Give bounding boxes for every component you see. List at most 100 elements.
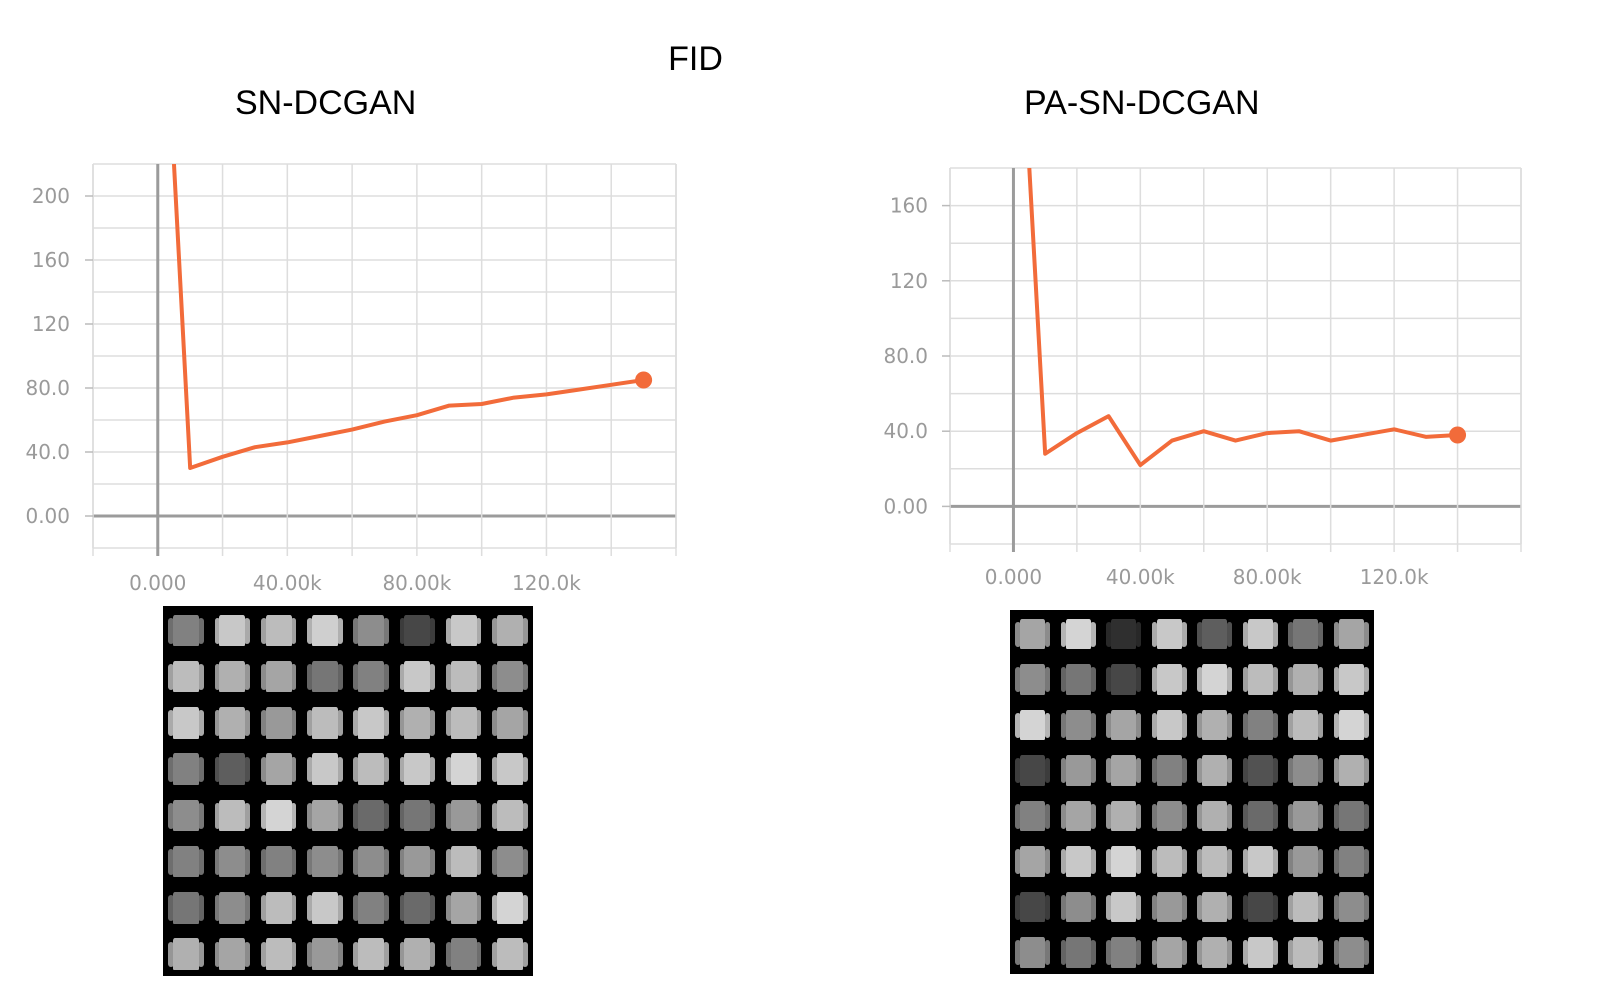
right-y-tick-label: 160 <box>890 194 928 218</box>
sample-image <box>1059 750 1099 790</box>
sample-image <box>490 887 530 927</box>
sample-image <box>259 655 299 695</box>
left-chart-title: SN-DCGAN <box>235 84 417 122</box>
sample-image <box>444 840 484 880</box>
sample-image <box>490 655 530 695</box>
sample-image <box>1104 613 1144 653</box>
sample-image <box>1104 886 1144 926</box>
sample-image <box>305 748 345 788</box>
sample-image <box>444 609 484 649</box>
sample-image <box>1059 841 1099 881</box>
sample-image <box>1059 659 1099 699</box>
sample-image <box>1195 841 1235 881</box>
sample-image <box>1332 886 1372 926</box>
sample-image <box>1104 841 1144 881</box>
sample-image <box>305 840 345 880</box>
sn-dcgan-sample-grid <box>163 606 533 976</box>
sample-image <box>351 933 391 973</box>
sample-image <box>1059 886 1099 926</box>
left-x-tick-label: 120.0k <box>512 571 581 595</box>
sample-image <box>259 702 299 742</box>
sample-image <box>305 702 345 742</box>
right-x-tick-label: 80.00k <box>1233 565 1302 589</box>
sample-image <box>166 933 206 973</box>
sample-image <box>1150 886 1190 926</box>
sample-image <box>1332 841 1372 881</box>
sample-image <box>259 933 299 973</box>
left-x-tick-label: 40.00k <box>253 571 322 595</box>
sample-image <box>1195 795 1235 835</box>
right-chart-title: PA-SN-DCGAN <box>1024 84 1260 122</box>
sample-image <box>1332 613 1372 653</box>
sample-image <box>397 702 437 742</box>
sample-image <box>1286 841 1326 881</box>
sample-image <box>305 655 345 695</box>
sample-image <box>212 702 252 742</box>
sample-image <box>1286 750 1326 790</box>
sample-image <box>490 933 530 973</box>
sample-image <box>1104 932 1144 972</box>
sample-image <box>212 933 252 973</box>
sample-image <box>1104 659 1144 699</box>
sample-image <box>1332 659 1372 699</box>
right-x-tick-label: 0.000 <box>985 565 1042 589</box>
left-y-tick-label: 200 <box>32 184 70 208</box>
sample-image <box>1150 613 1190 653</box>
sample-image <box>1195 704 1235 744</box>
sample-image <box>1104 795 1144 835</box>
right-x-tick-label: 120.0k <box>1360 565 1429 589</box>
sample-image <box>351 655 391 695</box>
sample-image <box>1332 932 1372 972</box>
sample-image <box>1332 750 1372 790</box>
sample-image <box>259 840 299 880</box>
sample-image <box>1059 613 1099 653</box>
sample-image <box>444 887 484 927</box>
sample-image <box>351 887 391 927</box>
sample-image <box>1286 659 1326 699</box>
left-y-tick-label: 40.0 <box>25 440 70 464</box>
sample-image <box>1241 659 1281 699</box>
sample-image <box>351 702 391 742</box>
sample-image <box>212 887 252 927</box>
sample-image <box>1332 795 1372 835</box>
sample-image <box>1286 613 1326 653</box>
right-y-tick-label: 0.00 <box>883 494 928 518</box>
sample-image <box>1195 932 1235 972</box>
sample-image <box>1241 932 1281 972</box>
sample-image <box>397 794 437 834</box>
left-x-tick-label: 80.00k <box>382 571 451 595</box>
right-y-tick-label: 40.0 <box>883 419 928 443</box>
sample-image <box>1241 841 1281 881</box>
sample-image <box>351 609 391 649</box>
sample-image <box>305 933 345 973</box>
sample-image <box>1013 886 1053 926</box>
sample-image <box>1332 704 1372 744</box>
sample-image <box>397 840 437 880</box>
sample-image <box>351 840 391 880</box>
sample-image <box>259 794 299 834</box>
sample-image <box>490 794 530 834</box>
left-last-point-marker <box>635 371 653 389</box>
sample-image <box>1195 613 1235 653</box>
sample-image <box>1195 750 1235 790</box>
sample-image <box>397 933 437 973</box>
sample-image <box>212 794 252 834</box>
sample-image <box>490 840 530 880</box>
sample-image <box>259 748 299 788</box>
sample-image <box>397 887 437 927</box>
sample-image <box>1286 932 1326 972</box>
sample-image <box>166 794 206 834</box>
sample-image <box>1150 841 1190 881</box>
sample-image <box>1286 704 1326 744</box>
sample-image <box>305 887 345 927</box>
sample-image <box>1150 659 1190 699</box>
sample-image <box>166 887 206 927</box>
sample-image <box>397 609 437 649</box>
sample-image <box>351 748 391 788</box>
sample-image <box>1195 886 1235 926</box>
sample-image <box>1241 613 1281 653</box>
sample-image <box>1104 750 1144 790</box>
sample-image <box>490 702 530 742</box>
sample-image <box>212 609 252 649</box>
